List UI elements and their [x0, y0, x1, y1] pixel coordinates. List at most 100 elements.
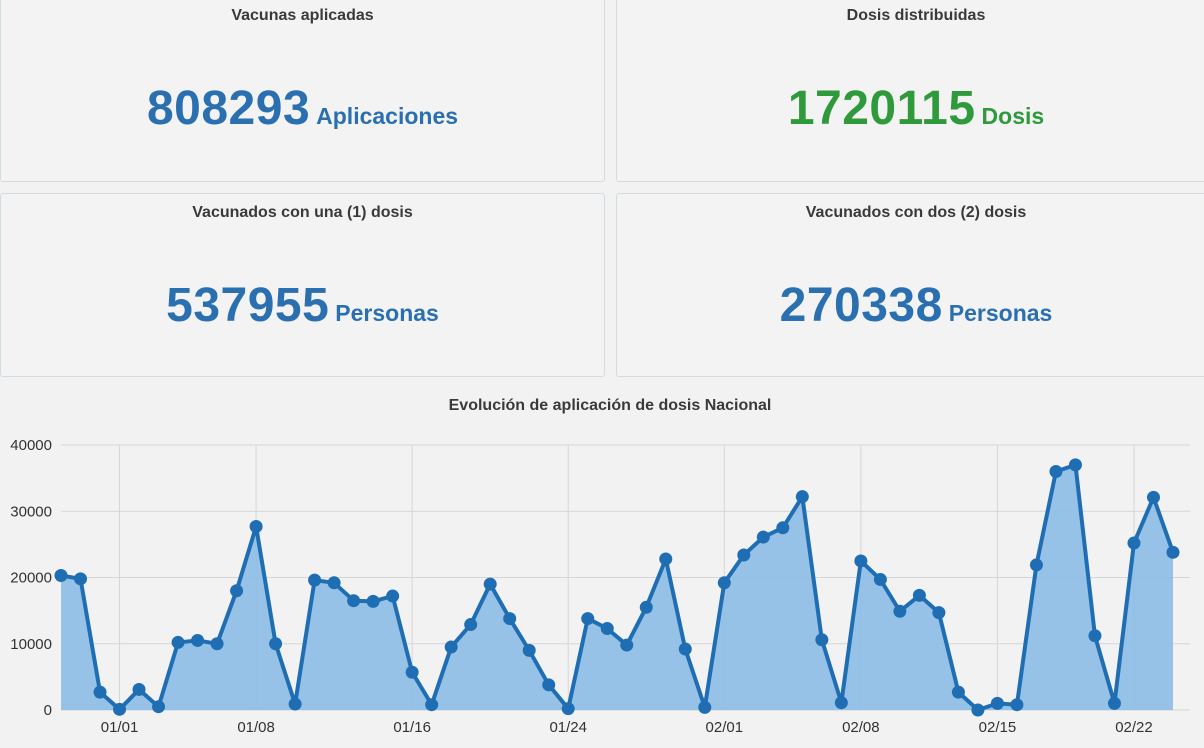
data-point[interactable]	[171, 635, 185, 649]
data-point[interactable]	[210, 637, 224, 651]
x-axis-ticks: 01/01 01/08 01/16 01/24 02/01 02/08 02/15 02/22	[101, 719, 1153, 736]
metric: 537955 Personas	[1, 278, 604, 333]
data-point[interactable]	[659, 552, 673, 566]
y-tick-label: 0	[44, 702, 52, 719]
data-point[interactable]	[620, 638, 634, 652]
data-point[interactable]	[932, 606, 946, 620]
data-point[interactable]	[366, 594, 380, 608]
data-point[interactable]	[912, 588, 926, 602]
data-point[interactable]	[269, 637, 283, 651]
data-point[interactable]	[834, 696, 848, 710]
data-point[interactable]	[600, 622, 614, 636]
data-point[interactable]	[795, 490, 809, 504]
data-point[interactable]	[873, 572, 887, 586]
data-point[interactable]	[405, 665, 419, 679]
metric-unit: Personas	[948, 300, 1053, 326]
data-point[interactable]	[249, 519, 263, 533]
data-points	[54, 458, 1180, 717]
data-point[interactable]	[776, 521, 790, 535]
data-point[interactable]	[113, 702, 127, 716]
metric-unit: Personas	[335, 300, 439, 326]
data-point[interactable]	[132, 682, 146, 696]
data-point[interactable]	[756, 530, 770, 544]
data-point[interactable]	[893, 604, 907, 618]
x-tick-label: 02/08	[842, 719, 880, 736]
y-tick-label: 20000	[10, 570, 52, 587]
metric: 808293 Aplicaciones	[1, 81, 604, 136]
data-point[interactable]	[347, 594, 361, 608]
data-point[interactable]	[1088, 629, 1102, 643]
data-point[interactable]	[1010, 698, 1024, 712]
data-point[interactable]	[737, 548, 751, 562]
metric-value: 808293	[146, 82, 311, 135]
data-point[interactable]	[444, 640, 458, 654]
data-point[interactable]	[288, 697, 302, 711]
card-title: Vacunados con dos (2) dosis	[805, 204, 1027, 221]
chart-title: Evolución de aplicación de dosis Naciona…	[448, 397, 772, 414]
y-tick-label: 30000	[10, 503, 52, 520]
data-point[interactable]	[1146, 490, 1160, 504]
area-path	[61, 464, 1173, 710]
x-tick-label: 01/24	[549, 719, 587, 736]
data-point[interactable]	[1029, 558, 1043, 572]
data-point[interactable]	[74, 572, 88, 586]
data-point[interactable]	[1107, 696, 1121, 710]
data-point[interactable]	[815, 633, 829, 647]
vacunados-una-dosis-card: Vacunados con una (1) dosis 537955 Person…	[0, 193, 605, 377]
metric-unit: Dosis	[981, 103, 1045, 129]
data-point[interactable]	[522, 643, 536, 657]
data-point[interactable]	[951, 685, 965, 699]
x-tick-label: 01/01	[101, 719, 139, 736]
data-point[interactable]	[327, 576, 341, 590]
card-title: Dosis distribuidas	[846, 7, 986, 24]
data-point[interactable]	[230, 584, 244, 598]
x-tick-label: 02/22	[1115, 719, 1153, 736]
data-point[interactable]	[1166, 545, 1180, 559]
data-point[interactable]	[561, 702, 575, 716]
data-point[interactable]	[1068, 458, 1082, 472]
data-point[interactable]	[678, 642, 692, 656]
data-point[interactable]	[1049, 465, 1063, 478]
x-tick-label: 02/01	[706, 719, 744, 736]
y-tick-label: 40000	[10, 437, 52, 454]
x-tick-label: 01/16	[393, 719, 431, 736]
metric-unit: Aplicaciones	[316, 103, 459, 129]
data-point[interactable]	[152, 700, 166, 714]
data-point[interactable]	[581, 612, 595, 626]
series-polyline	[60, 462, 1175, 712]
data-point[interactable]	[971, 703, 985, 717]
series-line	[60, 462, 1175, 712]
data-point[interactable]	[308, 573, 322, 587]
x-tick-label: 02/15	[979, 719, 1017, 736]
dosis-distribuidas-card: Dosis distribuidas 1720115 Dosis	[616, 0, 1204, 182]
data-point[interactable]	[54, 569, 68, 583]
data-point[interactable]	[386, 589, 400, 603]
metric-value: 1720115	[787, 82, 976, 135]
metric: 1720115 Dosis	[617, 81, 1204, 136]
card-title: Vacunas aplicadas	[231, 7, 374, 24]
card-title: Vacunados con una (1) dosis	[192, 204, 413, 221]
vacunas-aplicadas-card: Vacunas aplicadas 808293 Aplicaciones	[0, 0, 605, 182]
y-tick-label: 10000	[10, 636, 52, 653]
area-fill	[61, 464, 1173, 710]
data-point[interactable]	[425, 698, 439, 712]
data-point[interactable]	[990, 696, 1004, 710]
metric-value: 537955	[166, 279, 330, 332]
data-point[interactable]	[464, 618, 478, 632]
metric: 270338 Personas	[617, 278, 1204, 333]
data-point[interactable]	[542, 678, 556, 692]
data-point[interactable]	[698, 700, 712, 714]
vacunados-dos-dosis-card: Vacunados con dos (2) dosis 270338 Person…	[616, 193, 1204, 377]
data-point[interactable]	[503, 612, 517, 626]
data-point[interactable]	[483, 577, 497, 591]
metric-value: 270338	[779, 279, 943, 332]
data-point[interactable]	[93, 685, 107, 699]
data-point[interactable]	[1127, 536, 1141, 550]
data-point[interactable]	[639, 600, 653, 614]
y-axis-ticks: 0 10000 20000 30000 40000	[10, 437, 52, 719]
data-point[interactable]	[854, 554, 868, 568]
data-point[interactable]	[191, 633, 205, 647]
x-tick-label: 01/08	[237, 719, 275, 736]
data-point[interactable]	[717, 576, 731, 590]
